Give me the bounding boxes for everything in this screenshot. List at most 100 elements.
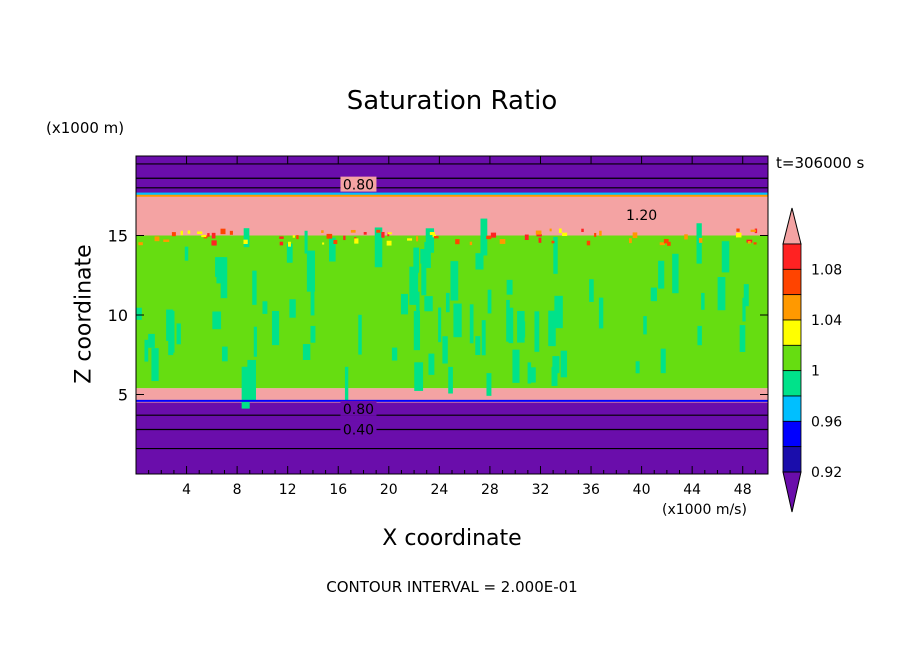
contour-label-bg — [623, 206, 660, 222]
edge-speck — [387, 232, 390, 237]
edge-speck — [750, 229, 756, 232]
texture-streak — [252, 270, 257, 305]
texture-streak — [742, 297, 746, 322]
edge-speck — [599, 230, 602, 237]
texture-streak — [672, 253, 679, 294]
texture-streak — [442, 336, 448, 364]
edge-speck — [386, 240, 392, 246]
edge-speck — [667, 241, 671, 246]
colorbar-label: 1.04 — [811, 313, 842, 329]
texture-streak — [286, 243, 293, 263]
edge-speck — [433, 235, 439, 239]
texture-streak — [512, 349, 520, 383]
texture-streak — [481, 320, 486, 356]
edge-speck — [211, 240, 217, 246]
texture-streak — [475, 253, 484, 270]
texture-streak — [448, 366, 453, 394]
upper-blue-band — [136, 192, 768, 196]
texture-streak — [486, 373, 492, 396]
colorbar-top-triangle — [782, 207, 802, 245]
edge-speck — [354, 238, 359, 244]
texture-streak — [721, 241, 730, 273]
x-tick-label: 32 — [532, 482, 550, 498]
texture-streak — [551, 366, 558, 386]
edge-speck — [363, 232, 367, 235]
texture-streak — [643, 316, 647, 335]
profile-band-3 — [136, 195, 768, 236]
colorbar-bottom-triangle — [782, 471, 802, 513]
texture-streak — [391, 347, 398, 361]
edge-speck — [549, 228, 552, 232]
edge-speck — [735, 232, 742, 238]
colorbar-swatch — [782, 420, 802, 448]
edge-speck — [632, 232, 638, 239]
contour-interval-label: CONTOUR INTERVAL = 2.000E-01 — [326, 578, 578, 596]
texture-streak — [416, 291, 420, 331]
edge-speck — [416, 236, 419, 242]
edge-speck — [279, 236, 284, 239]
texture-streak — [136, 307, 142, 320]
y-tick-label: 5 — [118, 386, 128, 405]
edge-speck — [138, 242, 143, 246]
colorbar-swatch — [782, 294, 802, 321]
colorbar-label: 1 — [811, 364, 820, 380]
texture-streak — [453, 303, 462, 338]
texture-streak — [409, 266, 419, 305]
texture-streak — [306, 250, 316, 292]
texture-streak — [144, 339, 149, 362]
texture-streak — [554, 295, 563, 329]
colorbar-swatch — [782, 268, 802, 296]
edge-speck — [629, 238, 632, 244]
edge-speck — [322, 242, 325, 245]
edge-speck — [381, 231, 385, 238]
texture-streak — [424, 241, 431, 269]
texture-streak — [424, 296, 433, 312]
texture-streak — [598, 297, 604, 329]
edge-speck — [376, 229, 381, 233]
x-axis-label: X coordinate — [382, 526, 522, 551]
edge-speck — [736, 228, 740, 232]
edge-speck — [469, 241, 473, 246]
texture-streak — [438, 307, 442, 343]
texture-streak — [425, 228, 435, 253]
texture-streak — [413, 310, 421, 351]
colorbar-label: 1.08 — [811, 262, 842, 278]
texture-streak — [506, 299, 510, 342]
colorbar-label: 0.92 — [811, 465, 842, 481]
texture-streak — [534, 311, 540, 352]
texture-streak — [400, 293, 408, 315]
profile-band-0 — [136, 402, 768, 474]
texture-streak — [717, 277, 726, 311]
texture-streak — [176, 323, 181, 345]
contour-label-0: 0.80 — [343, 178, 374, 194]
y-tick-label: 10 — [108, 306, 128, 325]
edge-speck — [350, 229, 356, 233]
texture-streak — [660, 348, 666, 374]
texture-streak — [658, 260, 665, 289]
edge-speck — [343, 235, 346, 241]
edge-speck — [581, 228, 584, 233]
texture-streak — [560, 350, 568, 378]
x-tick-label: 24 — [430, 482, 448, 498]
texture-streak — [168, 313, 174, 356]
edge-speck — [243, 239, 248, 245]
edge-speck — [180, 230, 183, 236]
x-tick-label: 44 — [683, 482, 701, 498]
texture-streak — [739, 325, 746, 352]
edge-speck — [561, 232, 568, 237]
texture-streak — [302, 344, 311, 360]
edge-speck — [321, 230, 324, 233]
texture-streak — [475, 336, 481, 356]
edge-speck — [292, 235, 295, 238]
edge-speck — [558, 228, 562, 234]
texture-streak — [480, 218, 488, 256]
edge-speck — [279, 241, 284, 246]
texture-streak — [184, 246, 189, 261]
texture-streak — [701, 292, 705, 310]
edge-speck — [536, 234, 542, 237]
x-axis-unit: (x1000 m/s) — [662, 502, 747, 518]
upper-orange-band — [136, 194, 768, 197]
texture-streak — [521, 321, 526, 338]
edge-speck — [171, 232, 176, 237]
